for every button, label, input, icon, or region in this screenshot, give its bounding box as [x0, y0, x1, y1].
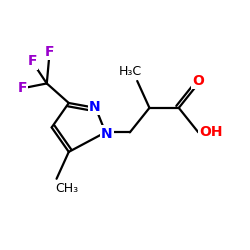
Text: N: N: [89, 100, 100, 114]
Text: F: F: [44, 45, 54, 59]
Text: H₃C: H₃C: [118, 65, 142, 78]
Text: OH: OH: [199, 125, 222, 139]
Text: F: F: [18, 81, 27, 95]
Text: F: F: [27, 54, 37, 68]
Text: N: N: [101, 126, 112, 140]
Text: O: O: [192, 74, 204, 88]
Text: CH₃: CH₃: [55, 182, 78, 195]
